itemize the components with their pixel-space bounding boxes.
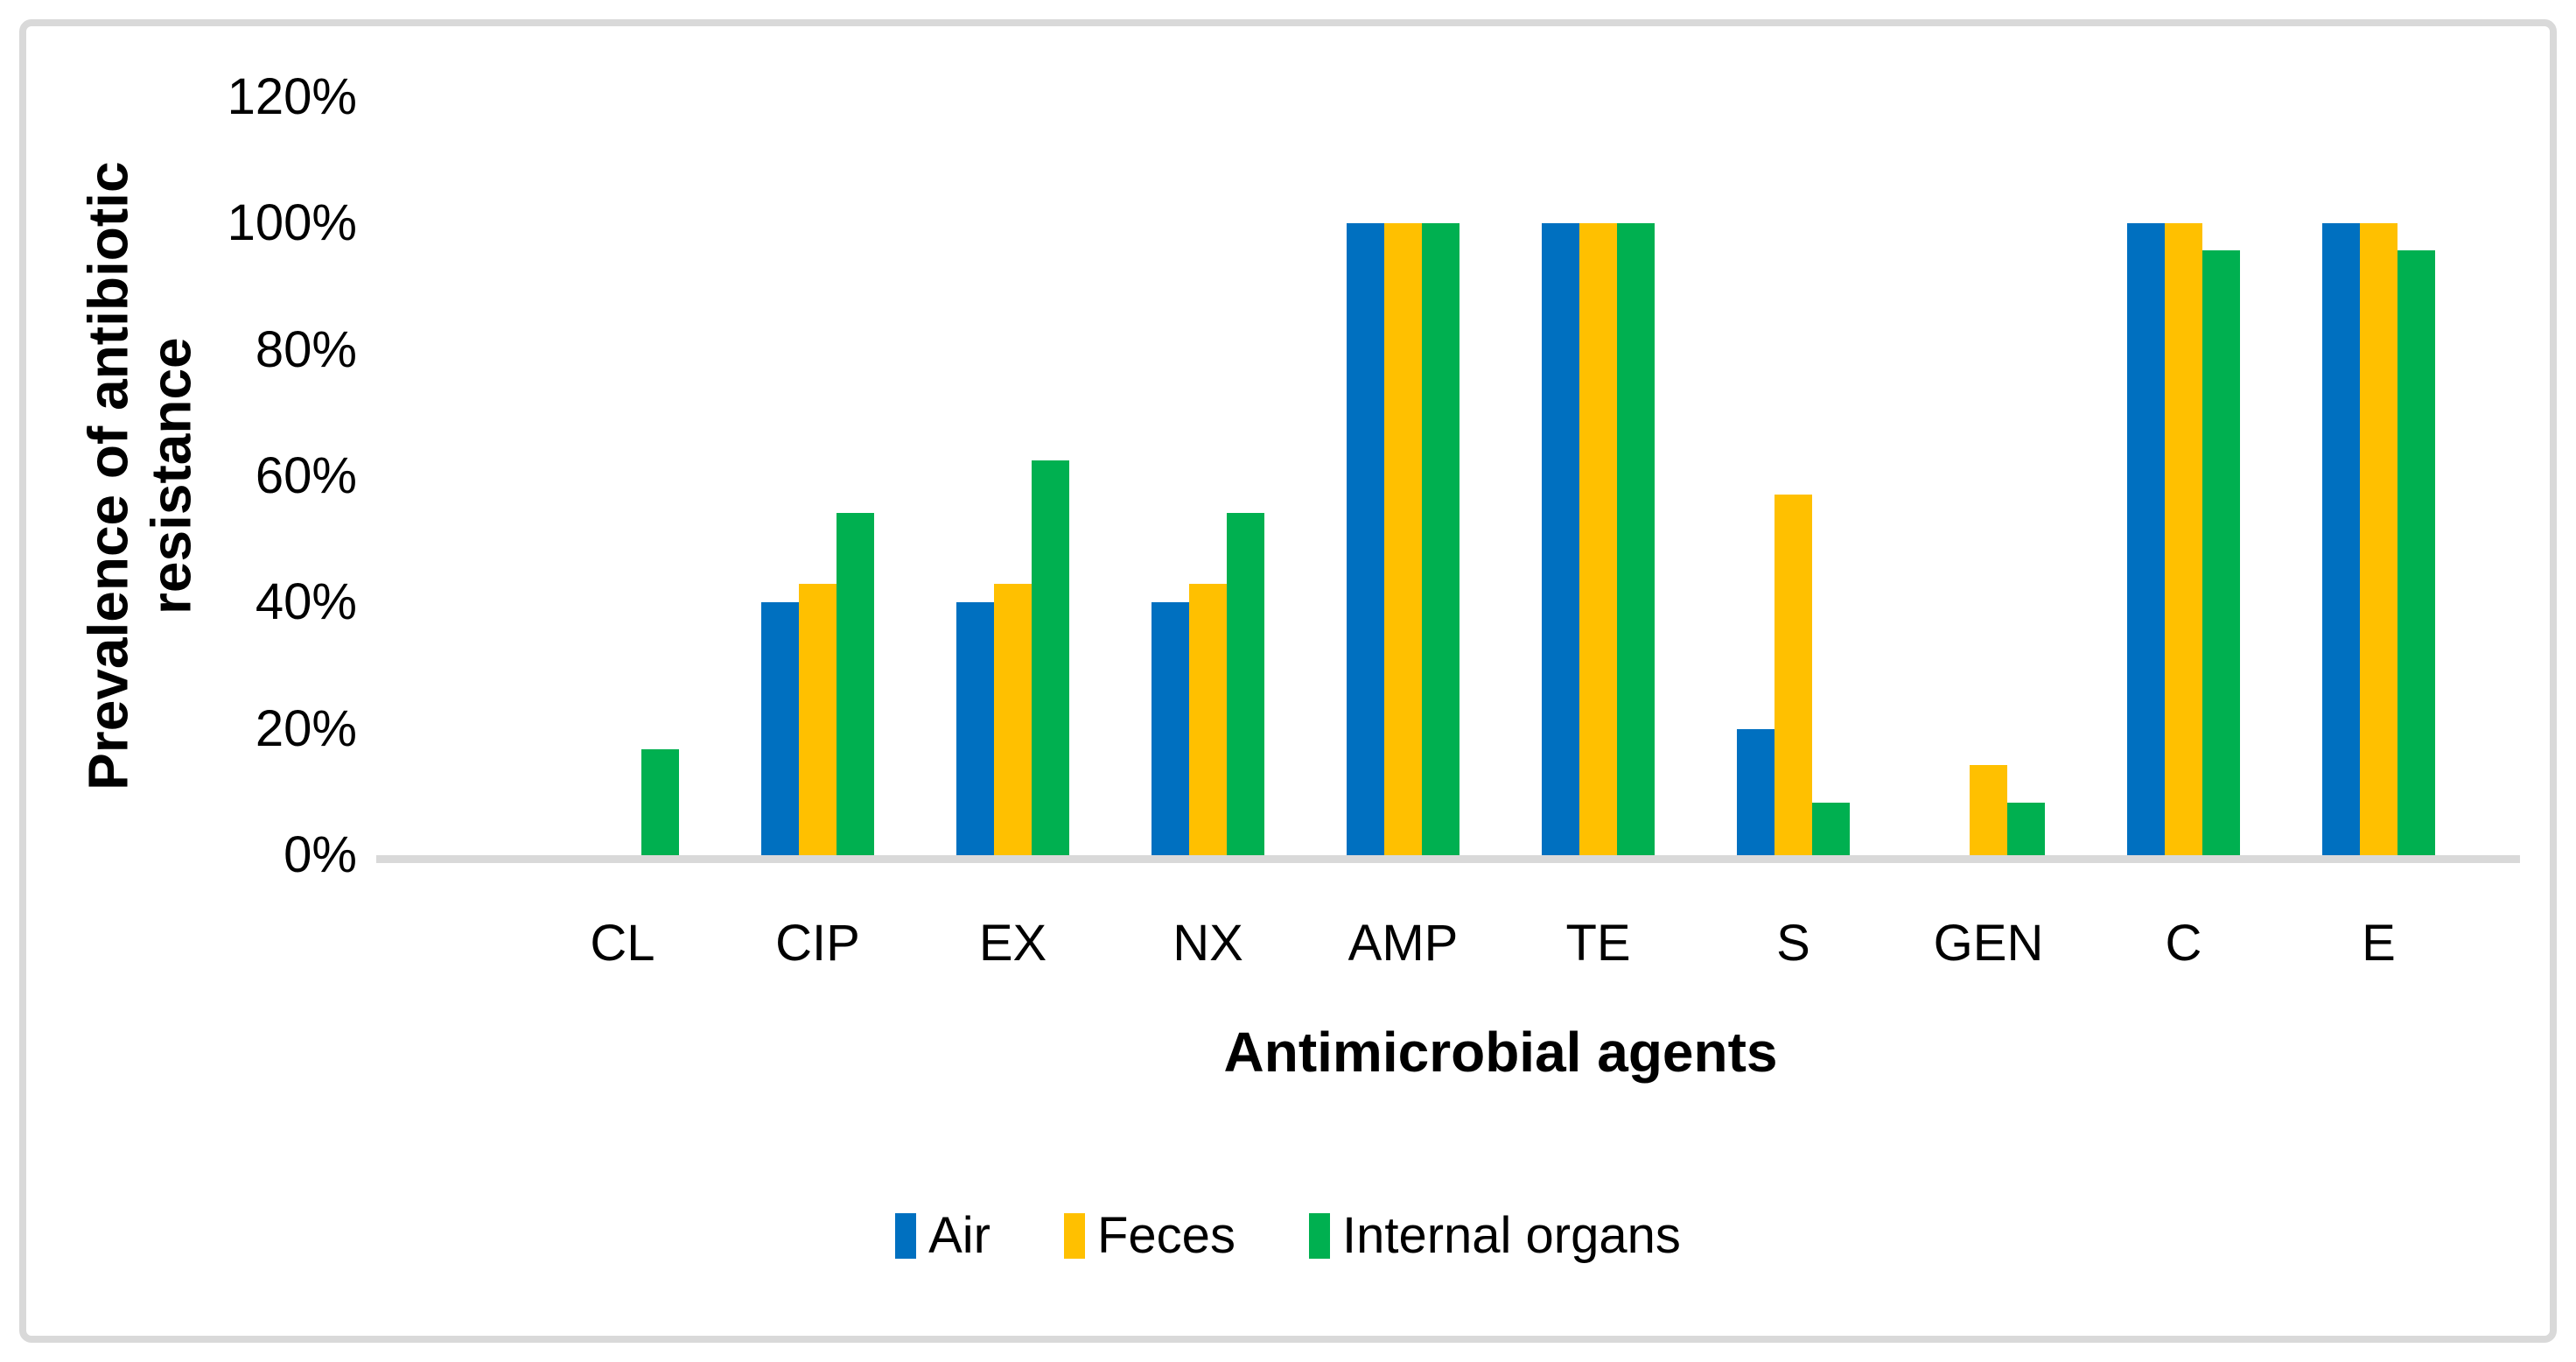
bar-air-NX [1152,602,1189,855]
bar-internal-organs-C [2202,249,2240,855]
bar-feces-EX [994,584,1032,855]
bar-group-NX [1110,97,1306,855]
bar-group-AMP [1306,97,1501,855]
x-tick-row: CL CIP EX NX AMP TE S GEN C E [525,913,2476,974]
x-axis-title: Antimicrobial agents [1223,1021,1778,1084]
legend-swatch-feces [1064,1213,1085,1259]
x-tick-label-NX: NX [1172,915,1243,972]
bar-air-AMP [1347,223,1384,855]
bar-feces-E [2360,223,2398,855]
x-tick-label-CIP: CIP [775,915,860,972]
x-tick-label-AMP: AMP [1348,915,1459,972]
bar-feces-TE [1579,223,1617,855]
bar-internal-organs-CIP [836,512,874,855]
bar-feces-CIP [799,584,836,855]
bar-group-E [2281,97,2476,855]
bar-feces-C [2165,223,2202,855]
legend-item-air: Air [895,1211,990,1261]
x-tick-label-CL: CL [590,915,655,972]
bar-group-GEN [1891,97,2086,855]
legend-label-air: Air [928,1207,990,1264]
bar-group-CL [525,97,720,855]
bar-internal-organs-E [2398,249,2435,855]
bar-feces-AMP [1384,223,1422,855]
y-tick-label-0pct: 0% [284,826,357,883]
legend-label-internal-organs: Internal organs [1341,1207,1681,1264]
bar-group-CIP [720,97,915,855]
y-axis-ticks: 0% 20% 40% 60% 80% 100% 120% [131,72,357,881]
legend-swatch-air [895,1213,917,1259]
x-axis-line [376,855,2520,863]
x-tick-label-C: C [2165,915,2202,972]
bar-internal-organs-CL [641,749,679,855]
bar-feces-NX [1189,584,1227,855]
bar-feces-GEN [1970,764,2007,855]
bar-internal-organs-AMP [1422,223,1460,855]
x-tick-label-GEN: GEN [1933,915,2044,972]
bar-air-CIP [761,602,799,855]
legend: Air Feces Internal organs [0,1211,2576,1261]
y-tick-label-120pct: 120% [227,68,357,125]
bar-air-E [2322,223,2360,855]
bar-air-S [1737,728,1774,855]
y-tick-label-60pct: 60% [255,447,357,504]
y-tick-label-80pct: 80% [255,320,357,378]
y-tick-label-100pct: 100% [227,194,357,252]
plot-area [525,97,2476,855]
x-tick-label-S: S [1776,915,1810,972]
bar-internal-organs-TE [1617,223,1655,855]
bar-air-C [2127,223,2165,855]
legend-swatch-internal-organs [1308,1213,1330,1259]
bar-internal-organs-NX [1227,512,1264,855]
bar-internal-organs-GEN [2007,803,2045,855]
x-tick-label-E: E [2362,915,2396,972]
x-tick-label-TE: TE [1565,915,1631,972]
bar-group-EX [915,97,1110,855]
bar-air-TE [1542,223,1579,855]
bar-internal-organs-S [1812,803,1850,855]
bar-internal-organs-EX [1032,460,1069,855]
bar-group-TE [1501,97,1696,855]
bar-feces-S [1774,494,1812,855]
bar-air-EX [956,602,994,855]
legend-item-internal-organs: Internal organs [1308,1207,1681,1264]
bar-group-S [1696,97,1891,855]
y-tick-label-40pct: 40% [255,573,357,631]
legend-item-feces: Feces [1064,1211,1236,1261]
x-tick-label-EX: EX [978,915,1047,972]
legend-label-feces: Feces [1097,1207,1236,1264]
bar-group-C [2086,97,2281,855]
y-tick-label-20pct: 20% [255,699,357,757]
